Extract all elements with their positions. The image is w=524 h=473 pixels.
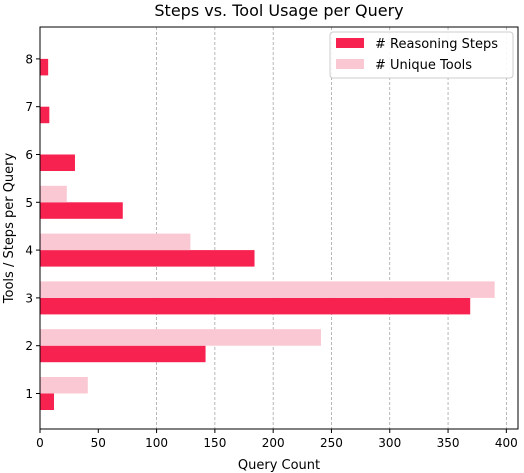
x-tick-label-200: 200 (262, 436, 285, 450)
bar-reasoning-steps-3 (40, 297, 471, 315)
legend: # Reasoning Steps # Unique Tools (329, 31, 514, 79)
x-tick-label-350: 350 (437, 436, 460, 450)
x-tick-label-50: 50 (91, 436, 106, 450)
legend-label-0: # Reasoning Steps (375, 37, 498, 52)
x-axis-ticks: 0 50 100 150 200 250 300 350 400 (36, 429, 518, 450)
y-tick-label-1: 1 (25, 387, 33, 401)
y-tick-label-2: 2 (25, 339, 33, 353)
y-tick-label-5: 5 (25, 196, 33, 210)
bar-reasoning-steps-2 (40, 345, 206, 363)
bar-unique-tools-1 (40, 377, 88, 394)
legend-box (329, 31, 514, 79)
bar-reasoning-steps-6 (40, 154, 75, 171)
bar-reasoning-steps-1 (40, 393, 54, 410)
x-tick-label-0: 0 (36, 436, 44, 450)
legend-label-1: # Unique Tools (375, 58, 472, 73)
x-axis-label: Query Count (238, 458, 320, 473)
x-tick-label-150: 150 (203, 436, 226, 450)
bars (40, 58, 495, 410)
x-tick-label-400: 400 (495, 436, 518, 450)
bar-unique-tools-5 (40, 185, 67, 203)
y-axis-label: Tools / Steps per Query (2, 152, 17, 304)
x-tick-label-250: 250 (320, 436, 343, 450)
y-tick-label-6: 6 (25, 148, 33, 162)
bar-unique-tools-3 (40, 281, 495, 298)
y-axis-ticks: 1 2 3 4 5 6 7 8 (25, 52, 40, 401)
y-tick-label-3: 3 (25, 291, 33, 305)
bar-unique-tools-2 (40, 329, 321, 346)
y-tick-label-8: 8 (25, 52, 33, 66)
x-tick-label-100: 100 (145, 436, 168, 450)
bar-reasoning-steps-4 (40, 250, 255, 267)
x-tick-label-300: 300 (378, 436, 401, 450)
bar-reasoning-steps-7 (40, 106, 50, 124)
bar-unique-tools-4 (40, 233, 191, 251)
y-tick-label-7: 7 (25, 100, 33, 114)
chart-title: Steps vs. Tool Usage per Query (154, 1, 403, 20)
plot-frame (39, 26, 519, 430)
bar-reasoning-steps-8 (40, 58, 49, 76)
bar-reasoning-steps-5 (40, 202, 123, 219)
grid-lines (156, 27, 507, 429)
legend-swatch-0 (336, 38, 364, 48)
legend-swatch-1 (336, 59, 364, 69)
y-tick-label-4: 4 (25, 244, 33, 258)
